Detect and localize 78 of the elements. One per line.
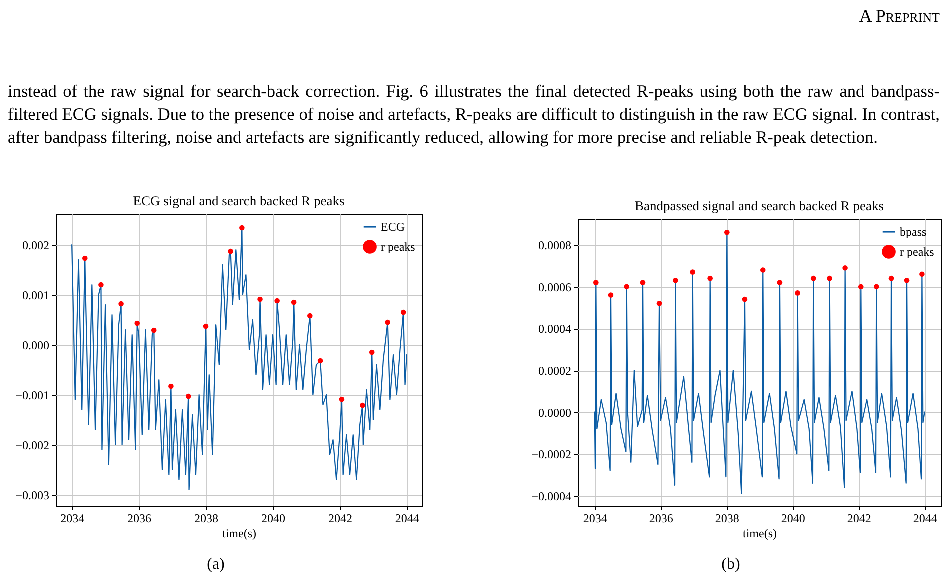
point xyxy=(760,268,766,273)
y-tick-label: 0.0000 xyxy=(538,406,572,420)
text: (a) xyxy=(207,556,225,574)
point xyxy=(640,280,646,286)
x-tick-label: 2042 xyxy=(847,512,872,526)
point xyxy=(888,276,894,282)
legend-label: bpass xyxy=(900,225,927,239)
y-tick-label: 0.000 xyxy=(22,338,50,352)
point xyxy=(842,265,848,271)
point xyxy=(742,296,748,302)
y-tick-label: −0.003 xyxy=(16,488,50,502)
y-tick-label: 0.0008 xyxy=(538,238,572,253)
x-tick-label: 2034 xyxy=(60,512,85,526)
chart-title: Bandpassed signal and search backed R peaks xyxy=(635,198,884,214)
point xyxy=(186,394,192,400)
point xyxy=(291,300,297,306)
y-tick-label: −0.0002 xyxy=(532,448,572,462)
point xyxy=(203,324,209,330)
point xyxy=(708,276,713,282)
y-tick-label: −0.0004 xyxy=(532,489,572,504)
point xyxy=(339,396,345,402)
point xyxy=(777,280,783,286)
point xyxy=(318,358,324,364)
text: A Preprint xyxy=(859,6,940,27)
point xyxy=(795,290,800,296)
x-tick-label: 2034 xyxy=(583,512,608,526)
point xyxy=(385,320,390,326)
x-tick-label: 2036 xyxy=(649,512,674,526)
point xyxy=(360,402,366,408)
point xyxy=(400,310,406,316)
x-tick-label: 2036 xyxy=(128,512,152,526)
point xyxy=(168,384,174,390)
x-tick-label: 2038 xyxy=(194,512,219,526)
y-tick-label: 0.0006 xyxy=(538,280,572,294)
legend-label: ECG xyxy=(381,220,406,234)
point xyxy=(874,284,880,290)
x-tick-label: 2042 xyxy=(328,512,352,526)
y-tick-label: 0.001 xyxy=(22,288,50,302)
point xyxy=(240,225,245,231)
y-tick-label: −0.002 xyxy=(16,438,50,452)
point xyxy=(904,278,910,284)
point xyxy=(690,270,696,275)
point xyxy=(82,256,88,262)
y-tick-label: −0.001 xyxy=(16,388,50,402)
point xyxy=(308,313,313,319)
point xyxy=(98,282,104,288)
point xyxy=(228,248,234,254)
point xyxy=(724,230,730,236)
x-tick-label: 2038 xyxy=(715,512,740,526)
point xyxy=(624,284,630,290)
point xyxy=(118,301,124,307)
point xyxy=(656,301,662,306)
x-axis-title: time(s) xyxy=(743,526,777,540)
x-tick-label: 2040 xyxy=(781,512,806,526)
point xyxy=(608,292,614,298)
x-tick-label: 2044 xyxy=(395,512,420,526)
x-tick-label: 2040 xyxy=(261,512,286,526)
point xyxy=(274,298,280,304)
y-tick-label: 0.0002 xyxy=(538,364,572,378)
x-axis-title: time(s) xyxy=(222,526,256,540)
point xyxy=(673,278,678,284)
point xyxy=(151,328,157,334)
x-tick-label: 2044 xyxy=(913,512,938,526)
point xyxy=(258,296,263,302)
y-tick-label: 0.0004 xyxy=(538,322,572,336)
point xyxy=(369,350,375,356)
point xyxy=(920,272,925,278)
chart-title: ECG signal and search backed R peaks xyxy=(133,194,345,208)
point xyxy=(827,276,832,282)
point xyxy=(134,320,140,326)
text: instead of the raw signal for search-back correction. Fig. 6 illustrates the final detected R-peaks using both the raw and bandpass-filtered ECG signals. Due to the presence of noise and artefacts, R-peaks are difficult to distinguish in the raw ECG signal. In contrast, after bandpass filtering, noise and artefacts are significantly reduced, allowing for more precise and reliable R-peak detection. xyxy=(8,81,940,149)
point xyxy=(858,284,864,290)
legend-label: r peaks xyxy=(381,240,416,254)
point xyxy=(594,280,599,286)
y-tick-label: 0.002 xyxy=(22,238,50,252)
text: (b) xyxy=(722,556,740,574)
legend-label: r peaks xyxy=(900,245,935,259)
point xyxy=(810,276,816,282)
